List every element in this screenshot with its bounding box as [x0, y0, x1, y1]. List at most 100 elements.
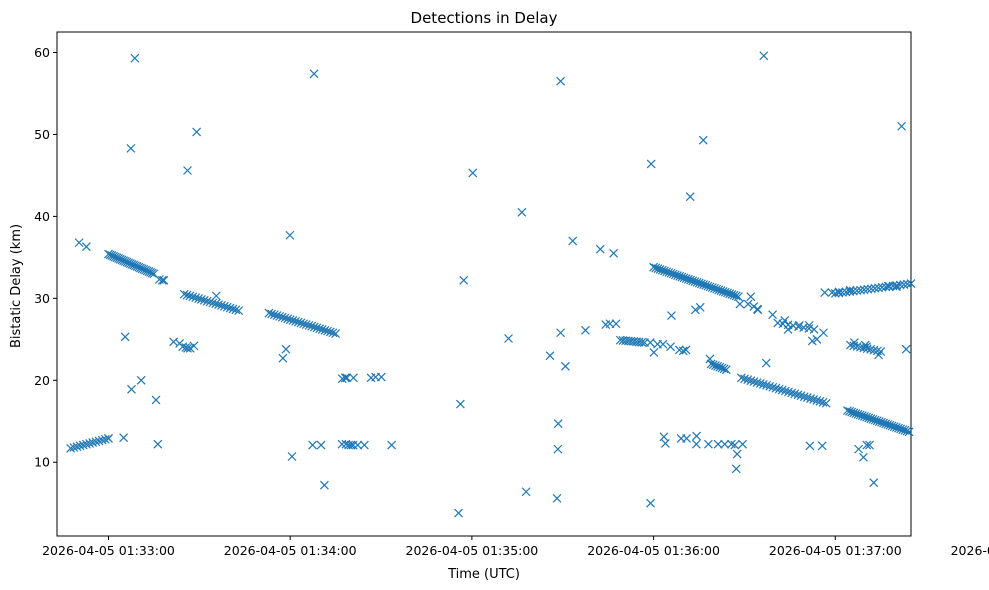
data-point — [874, 283, 883, 293]
data-point — [818, 397, 828, 407]
data-point — [159, 275, 169, 285]
data-point — [595, 244, 605, 254]
data-point — [758, 379, 768, 389]
data-point — [681, 345, 691, 355]
data-point — [269, 310, 279, 320]
data-point — [849, 341, 859, 351]
data-point — [897, 121, 907, 131]
data-point — [703, 439, 713, 449]
data-point — [349, 373, 358, 383]
data-point — [790, 389, 800, 399]
data-point — [169, 337, 179, 347]
data-point — [219, 301, 229, 311]
y-tick-label: 20 — [34, 373, 50, 388]
data-point — [859, 343, 869, 353]
data-point — [214, 300, 224, 310]
data-point — [553, 444, 563, 454]
x-axis-label: Time (UTC) — [447, 567, 520, 582]
data-point — [859, 452, 868, 462]
data-point — [287, 452, 297, 461]
data-point — [755, 379, 765, 388]
data-point — [804, 320, 814, 330]
data-point — [735, 299, 745, 309]
data-point — [777, 385, 787, 395]
data-point — [774, 384, 784, 394]
data-point — [299, 319, 309, 329]
data-point — [787, 388, 797, 398]
data-point — [222, 302, 232, 312]
data-point — [74, 238, 84, 248]
data-point — [658, 339, 668, 349]
data-markers — [66, 51, 916, 518]
data-point — [874, 350, 884, 360]
data-point — [136, 375, 146, 385]
data-point — [731, 464, 741, 474]
chart-title: Detections in Delay — [411, 9, 558, 27]
data-point — [179, 289, 189, 299]
data-point — [690, 305, 700, 315]
data-point — [545, 351, 555, 361]
data-point — [275, 311, 285, 321]
data-point — [780, 386, 790, 396]
data-point — [611, 319, 621, 329]
data-point — [120, 332, 130, 342]
data-point — [796, 391, 806, 401]
data-point — [309, 69, 319, 79]
data-point — [312, 323, 322, 333]
data-point — [721, 365, 731, 375]
x-tick-label: 2026-04-05 01:34:00 — [224, 543, 357, 558]
data-point — [812, 395, 822, 405]
data-point — [759, 51, 769, 61]
data-point — [713, 439, 723, 449]
data-point — [183, 166, 192, 175]
data-point — [301, 320, 311, 329]
data-point — [228, 304, 238, 314]
data-point — [685, 192, 695, 202]
data-point — [234, 306, 244, 316]
data-point — [376, 372, 386, 382]
data-point — [678, 346, 688, 356]
data-point — [856, 285, 865, 295]
y-tick-label: 10 — [34, 455, 50, 470]
data-point — [387, 440, 397, 450]
y-axis-label: Bistatic Delay (km) — [9, 224, 24, 348]
data-point — [191, 293, 201, 303]
data-point — [278, 353, 288, 363]
data-point — [806, 394, 815, 403]
data-point — [731, 291, 741, 301]
data-point — [157, 275, 167, 285]
data-point — [185, 291, 195, 301]
data-point — [192, 127, 202, 137]
data-point — [151, 395, 161, 405]
data-point — [459, 275, 469, 285]
data-point — [331, 329, 341, 339]
y-tick-label: 30 — [34, 291, 50, 306]
data-point — [285, 230, 295, 240]
x-axis-ticks: 2026-04-05 01:33:00 2026-04-05 01:34:00 20… — [42, 536, 989, 558]
data-point — [649, 348, 659, 357]
data-point — [231, 305, 241, 315]
data-point — [805, 441, 815, 451]
data-point — [637, 337, 647, 347]
data-point — [225, 303, 235, 313]
data-point — [784, 387, 793, 397]
data-point — [147, 268, 157, 278]
data-point — [317, 325, 327, 334]
data-point — [646, 159, 656, 169]
data-point — [280, 313, 290, 323]
data-point — [809, 395, 819, 404]
data-point — [845, 285, 855, 295]
y-tick-label: 40 — [34, 209, 50, 224]
data-point — [283, 314, 293, 324]
data-point — [732, 449, 742, 459]
data-point — [285, 315, 295, 325]
data-point — [281, 344, 291, 354]
x-tick-label: 2026-04-05 01:33:00 — [42, 543, 175, 558]
data-point — [455, 399, 465, 409]
data-point — [899, 280, 909, 289]
data-point — [211, 291, 221, 301]
y-axis-ticks: 10 20 30 40 50 60 — [34, 45, 57, 470]
data-point — [296, 318, 306, 328]
data-point — [196, 294, 206, 304]
data-point — [743, 299, 753, 309]
